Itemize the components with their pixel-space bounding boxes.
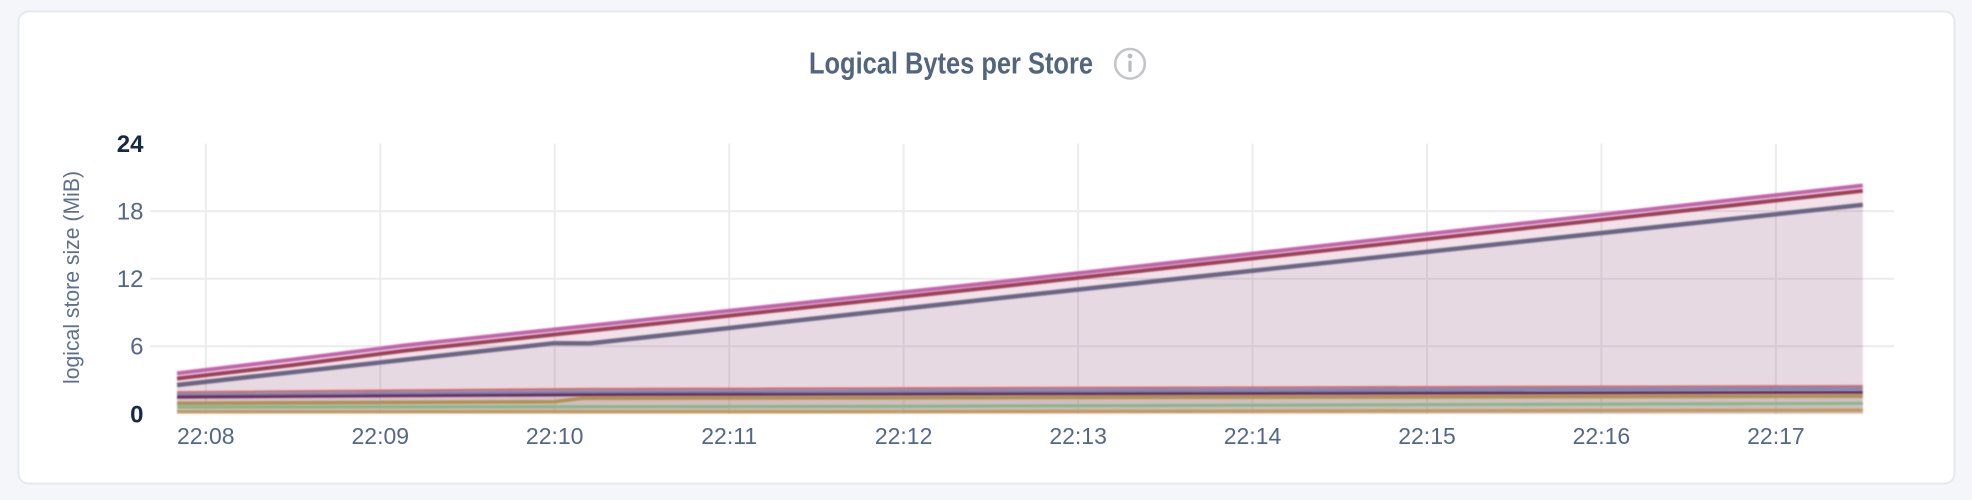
svg-text:24: 24: [117, 131, 144, 158]
svg-text:logical store size (MiB): logical store size (MiB): [59, 171, 84, 384]
svg-text:22:11: 22:11: [701, 423, 757, 449]
svg-text:22:16: 22:16: [1573, 423, 1631, 449]
svg-text:22:17: 22:17: [1747, 423, 1805, 449]
svg-text:12: 12: [117, 266, 144, 293]
svg-text:18: 18: [117, 199, 144, 226]
svg-text:22:14: 22:14: [1224, 423, 1282, 449]
svg-text:22:10: 22:10: [526, 423, 584, 449]
svg-text:22:15: 22:15: [1398, 423, 1456, 449]
svg-text:Logical Bytes per Store: Logical Bytes per Store: [809, 46, 1093, 81]
svg-text:22:12: 22:12: [875, 423, 933, 449]
svg-text:22:13: 22:13: [1049, 423, 1107, 449]
svg-text:6: 6: [130, 334, 143, 361]
svg-text:0: 0: [130, 401, 143, 428]
svg-text:22:09: 22:09: [352, 423, 410, 449]
svg-text:22:08: 22:08: [177, 423, 235, 449]
